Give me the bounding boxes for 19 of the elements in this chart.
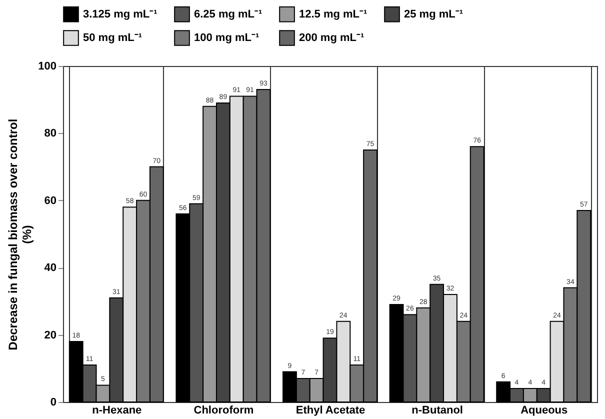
legend-label: 100 mg mL⁻¹	[194, 32, 260, 44]
legend-label: 50 mg mL⁻¹	[83, 32, 142, 44]
x-tick-label: Aqueous	[520, 404, 568, 416]
legend-label: 3.125 mg mL⁻¹	[83, 8, 158, 20]
y-tick-label: 40	[44, 262, 56, 274]
legend-label: 12.5 mg mL⁻¹	[299, 8, 368, 20]
legend-label: 25 mg mL⁻¹	[404, 8, 464, 20]
x-tick-label: n-Butanol	[412, 404, 463, 416]
y-tick-label: 60	[44, 194, 56, 207]
x-tick-label: Ethyl Acetate	[296, 404, 366, 416]
y-tick-label: 20	[44, 329, 56, 342]
x-tick-label: n-Hexane	[92, 404, 142, 416]
legend-label: 200 mg mL⁻¹	[299, 32, 364, 44]
y-axis-title: Decrease in fungal biomass over control (%)	[6, 118, 34, 350]
y-tick-label: 100	[38, 60, 56, 72]
y-tick-label: 0	[50, 396, 56, 408]
x-tick-label: Chloroform	[194, 404, 254, 416]
legend-label: 6.25 mg mL⁻¹	[194, 8, 263, 20]
y-tick-label: 80	[44, 128, 56, 140]
